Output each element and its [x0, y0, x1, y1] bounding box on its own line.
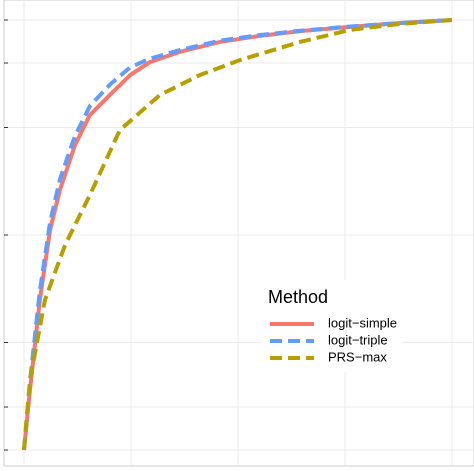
- line: [22, 18, 453, 451]
- legend-label: PRS−max: [328, 349, 387, 364]
- legend-title: Method: [268, 287, 328, 307]
- legend-label: logit−triple: [328, 332, 388, 347]
- line: [22, 18, 453, 451]
- panel-border: [3, 0, 474, 467]
- legend-label: logit−simple: [328, 315, 397, 330]
